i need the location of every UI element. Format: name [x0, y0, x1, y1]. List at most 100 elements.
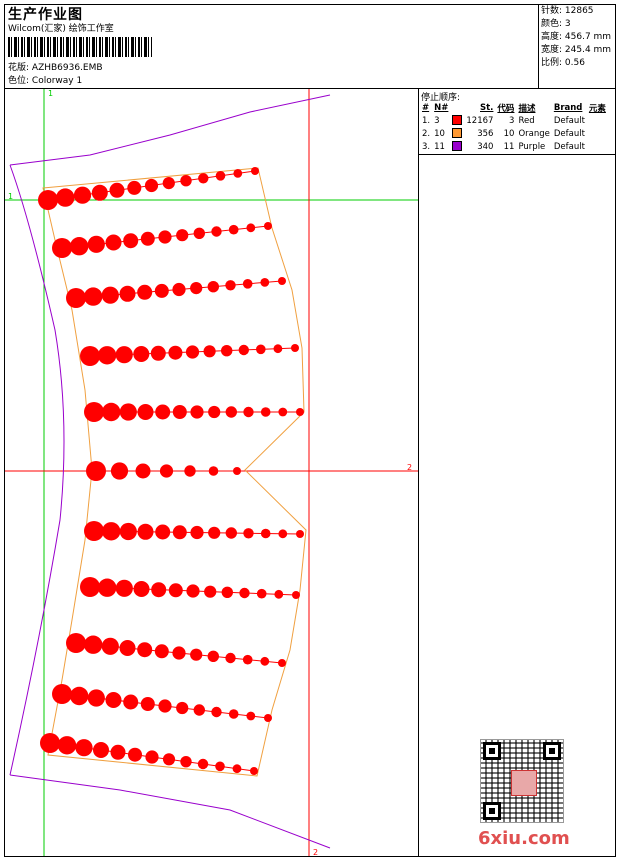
bead — [172, 405, 187, 419]
bead — [172, 646, 186, 660]
qr-code — [480, 739, 564, 823]
bead — [292, 591, 300, 599]
bead — [186, 584, 200, 598]
col-stitches: St. — [480, 102, 494, 113]
bead — [172, 282, 186, 297]
bead — [154, 283, 169, 298]
bead — [291, 344, 299, 352]
bead — [260, 278, 270, 287]
bead — [52, 238, 72, 258]
cell-idx: 1. — [422, 115, 431, 126]
bead — [140, 231, 155, 246]
bead — [84, 402, 104, 422]
bead — [204, 585, 217, 598]
bead — [207, 650, 219, 662]
bead — [233, 467, 241, 475]
bead — [228, 224, 239, 235]
guide-h1-label: 1 — [8, 192, 13, 201]
purple-outline — [9, 94, 331, 849]
col-desc: 描述 — [518, 103, 536, 114]
cell-swatch — [450, 140, 464, 153]
watermark: 6xiu.com — [478, 828, 570, 849]
qr-stamp-logo — [511, 770, 537, 796]
cell-code: 10 — [503, 128, 515, 139]
bead — [256, 588, 267, 599]
bead — [243, 528, 254, 539]
bead — [40, 733, 60, 753]
cell-n: 11 — [434, 141, 445, 152]
bead — [137, 404, 154, 420]
bead — [52, 684, 72, 704]
bead — [233, 169, 243, 178]
bead — [123, 694, 139, 710]
bead — [211, 706, 222, 718]
bead — [172, 525, 187, 540]
cell-swatch — [450, 114, 464, 127]
bead — [66, 288, 86, 308]
bead — [84, 287, 103, 306]
qr-finder-tl — [483, 742, 501, 760]
bead — [75, 739, 93, 757]
bead — [119, 403, 137, 421]
bead — [274, 589, 284, 599]
stat-stitches: 针数: 12865 — [541, 6, 594, 16]
bead — [105, 692, 122, 708]
stat-width: 宽度: 245.4 mm — [541, 45, 612, 55]
bead — [123, 233, 139, 249]
bead — [208, 405, 221, 419]
bead — [80, 346, 100, 366]
bead — [145, 750, 159, 764]
bead — [250, 767, 258, 775]
design-label: 花版: — [8, 63, 32, 73]
color-swatch — [452, 128, 463, 139]
orange-outline — [42, 167, 307, 777]
bead — [184, 465, 196, 477]
cell-st: 340 — [477, 141, 494, 152]
table-row: 1. 3 12167 3 Red Default — [420, 114, 608, 127]
bead — [296, 530, 304, 538]
bead — [190, 282, 203, 295]
cell-n: 3 — [434, 115, 440, 126]
bead — [208, 466, 219, 476]
bead — [70, 686, 89, 706]
bead — [251, 167, 259, 175]
bead — [57, 736, 77, 755]
company-name: Wilcom(汇家) 绘饰工作室 — [8, 24, 114, 34]
bead — [242, 279, 253, 289]
bead — [91, 184, 108, 201]
bead — [80, 577, 100, 597]
bead — [158, 699, 172, 713]
bead — [128, 747, 142, 762]
cell-idx: 3. — [422, 141, 431, 152]
bead — [155, 404, 171, 420]
bead — [137, 523, 154, 540]
guide-v2-label: 2 — [313, 848, 318, 857]
bead — [87, 235, 105, 253]
bead — [225, 280, 236, 291]
bead — [66, 633, 86, 653]
bead — [296, 408, 304, 416]
bead — [190, 525, 204, 540]
bead — [110, 462, 129, 480]
guide-h2-label: 2 — [407, 463, 412, 472]
col-needle: N# — [434, 102, 449, 113]
stat-colors: 颜色: 3 — [541, 19, 571, 29]
col-code: 代码 — [497, 103, 515, 114]
bead — [119, 640, 136, 656]
bead — [155, 524, 171, 540]
bead — [110, 744, 126, 760]
bead — [115, 579, 133, 597]
bead — [243, 406, 254, 418]
bead — [246, 711, 256, 721]
cell-code: 3 — [509, 115, 515, 126]
bead — [101, 637, 119, 655]
bead — [198, 173, 209, 184]
bead — [115, 346, 133, 364]
bead — [133, 581, 150, 597]
bead — [215, 761, 225, 772]
sheet-frame — [4, 4, 616, 857]
bead — [221, 345, 233, 357]
bead — [176, 701, 189, 715]
page-title: 生产作业图 — [8, 7, 83, 23]
